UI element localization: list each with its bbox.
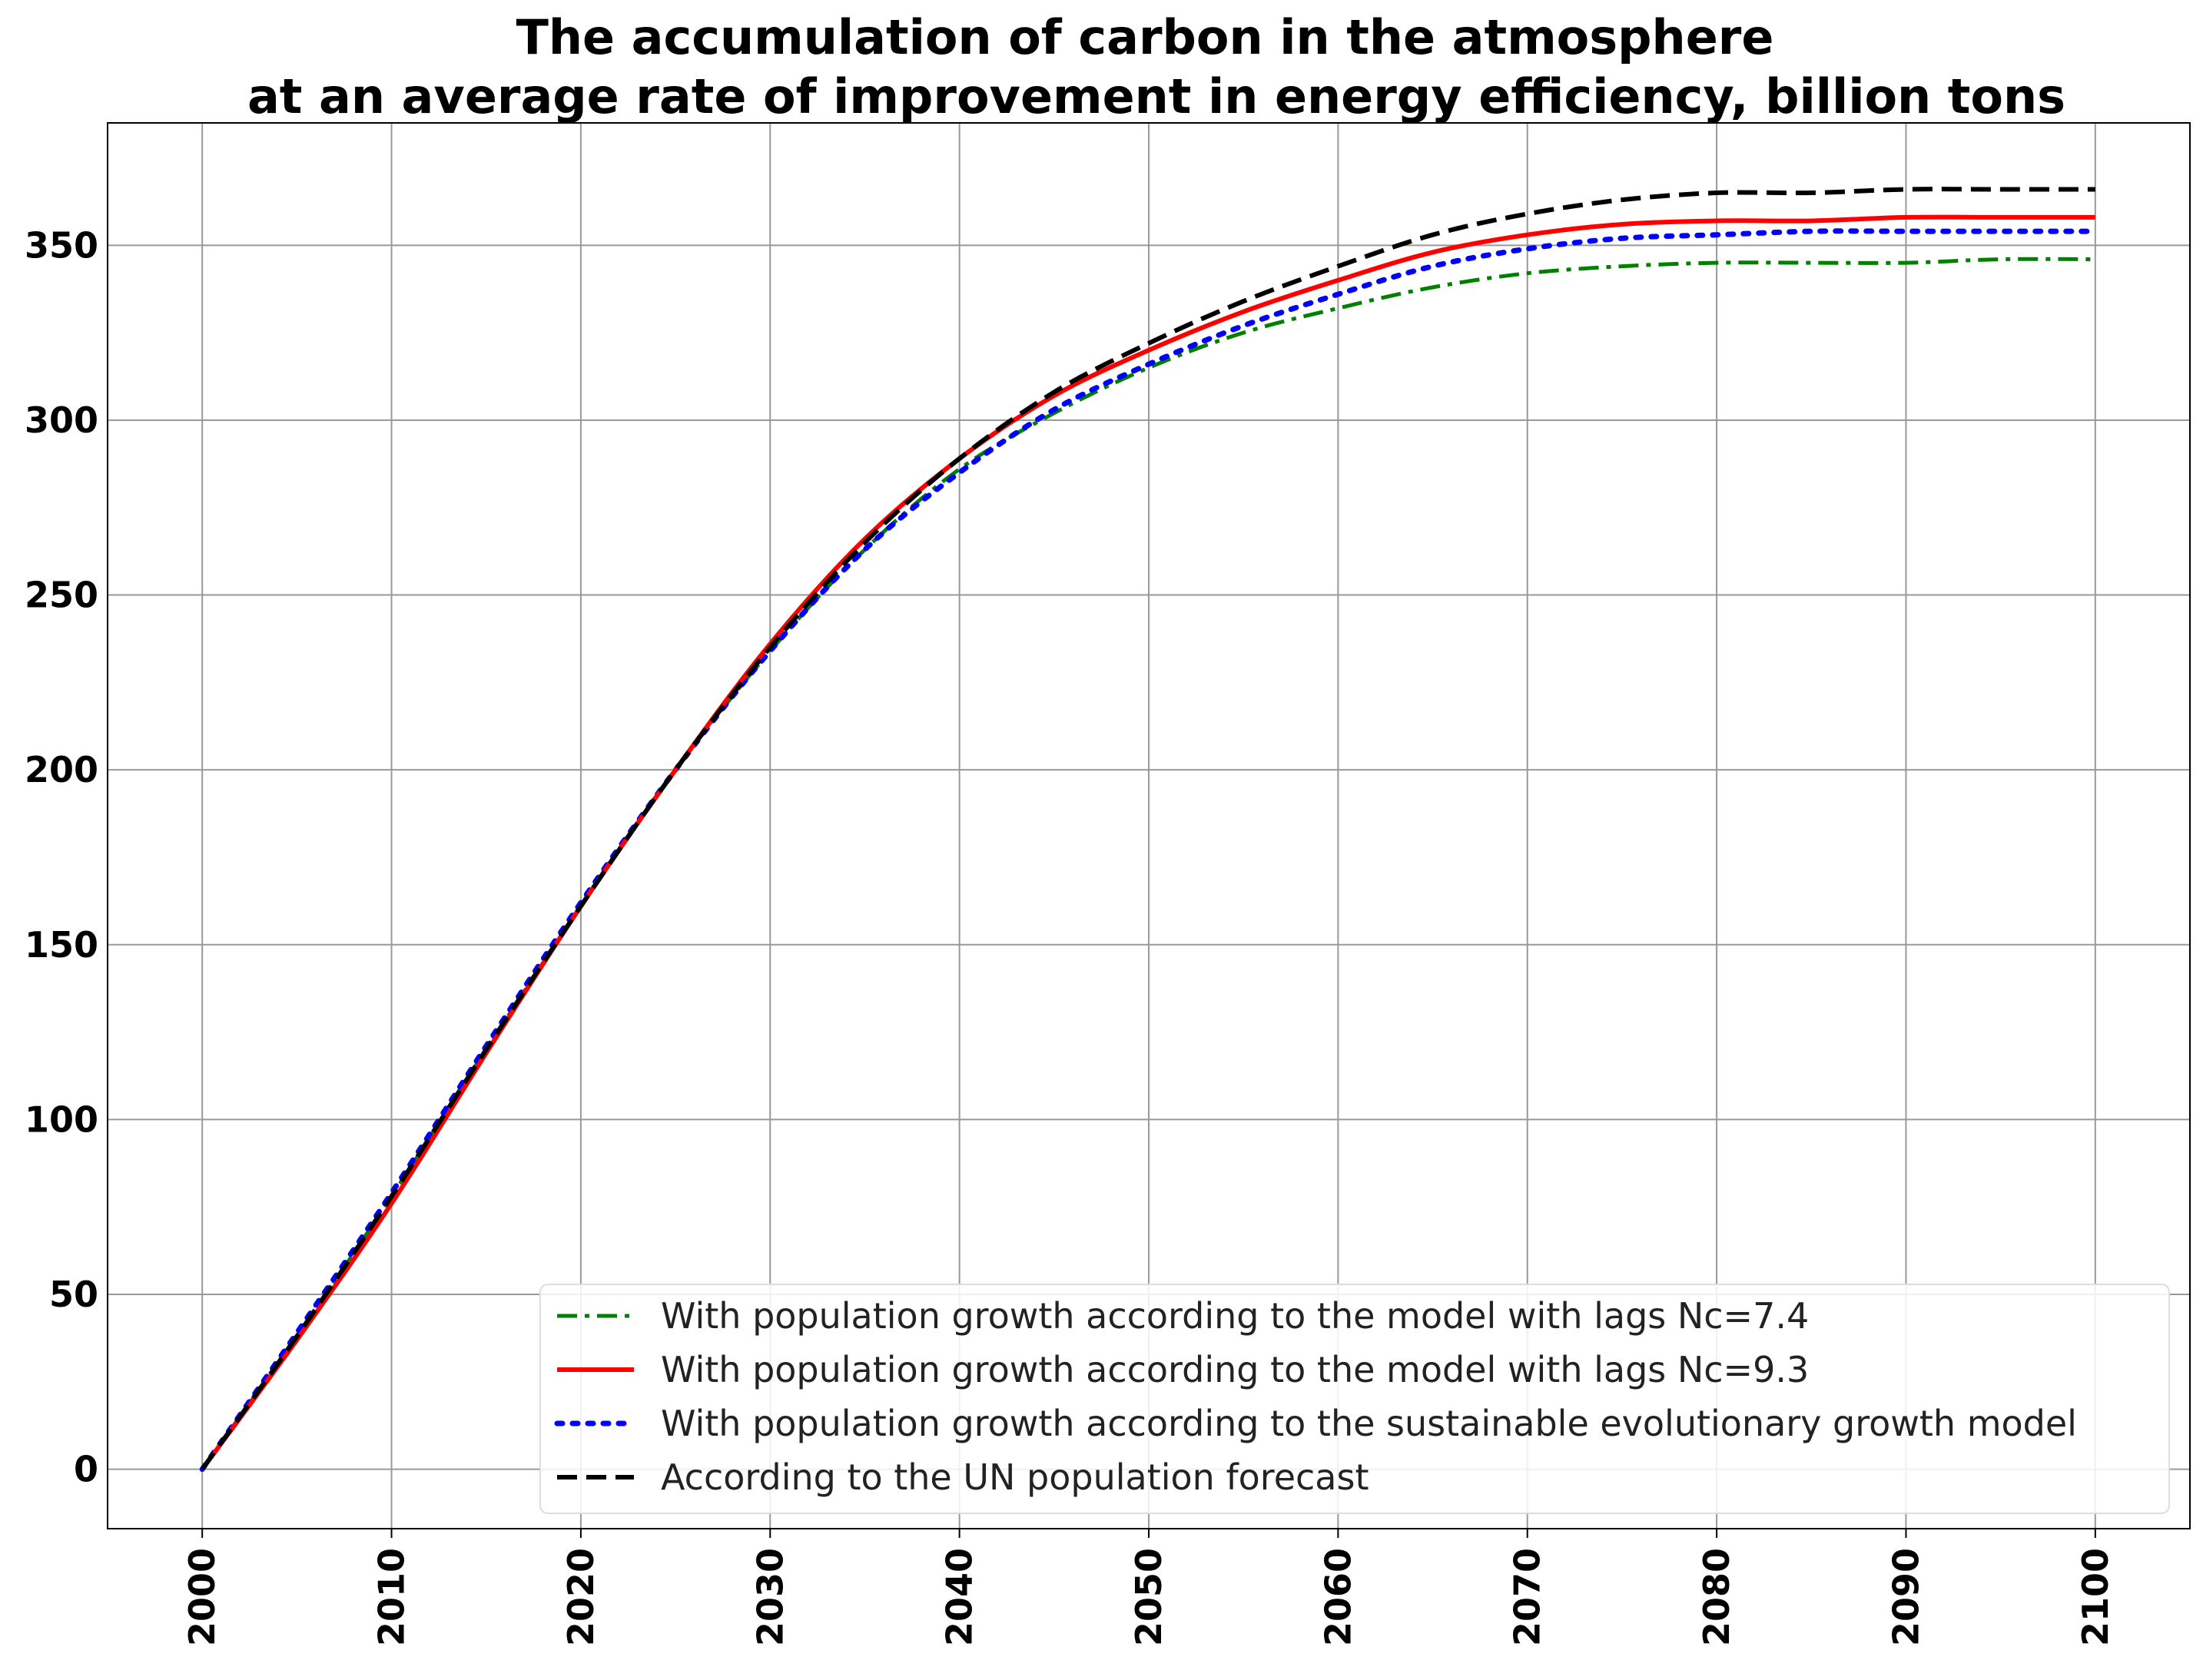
y-tick-label: 150 xyxy=(25,924,98,966)
chart-title-line-2: at an average rate of improvement in ene… xyxy=(247,68,2065,124)
x-tick-label: 2060 xyxy=(1317,1548,1359,1646)
legend: With population growth according to the … xyxy=(539,1284,2170,1514)
x-tick-label: 2030 xyxy=(749,1548,791,1646)
x-tick-label: 2000 xyxy=(181,1548,223,1646)
x-tick-label: 2080 xyxy=(1696,1548,1737,1646)
legend-label-2: With population growth according to the … xyxy=(661,1349,1809,1390)
x-tick-label: 2070 xyxy=(1507,1548,1548,1646)
legend-label-4: According to the UN population forecast xyxy=(661,1456,1369,1498)
chart-title-line-1: The accumulation of carbon in the atmosp… xyxy=(516,9,1774,65)
x-axis-ticks: 2000 2010 2020 2030 2040 2050 2060 2070 2080 2090… xyxy=(181,1529,2116,1646)
series-line-3 xyxy=(199,228,2098,1473)
y-tick-label: 50 xyxy=(49,1274,98,1315)
y-tick-label: 0 xyxy=(74,1449,98,1490)
x-tick-label: 2010 xyxy=(371,1548,413,1646)
y-tick-label: 350 xyxy=(25,224,98,266)
series-lines xyxy=(199,187,2098,1473)
y-tick-label: 250 xyxy=(25,575,98,616)
legend-label-3: With population growth according to the … xyxy=(661,1403,2077,1444)
y-tick-label: 100 xyxy=(25,1098,98,1140)
y-tick-label: 200 xyxy=(25,749,98,790)
x-tick-label: 2090 xyxy=(1885,1548,1926,1646)
legend-label-1: With population growth according to the … xyxy=(661,1295,1809,1337)
x-tick-label: 2050 xyxy=(1128,1548,1170,1646)
y-axis-ticks: 0 50 100 150 200 250 300 350 xyxy=(25,224,98,1489)
plot-frame xyxy=(107,122,2191,1529)
x-tick-label: 2100 xyxy=(2075,1548,2116,1646)
series-line-1 xyxy=(201,257,2095,1471)
x-tick-label: 2020 xyxy=(560,1548,602,1646)
y-tick-label: 300 xyxy=(25,399,98,441)
x-tick-label: 2040 xyxy=(939,1548,980,1646)
series-line-4 xyxy=(200,187,2095,1471)
legend-box xyxy=(539,1284,2170,1514)
